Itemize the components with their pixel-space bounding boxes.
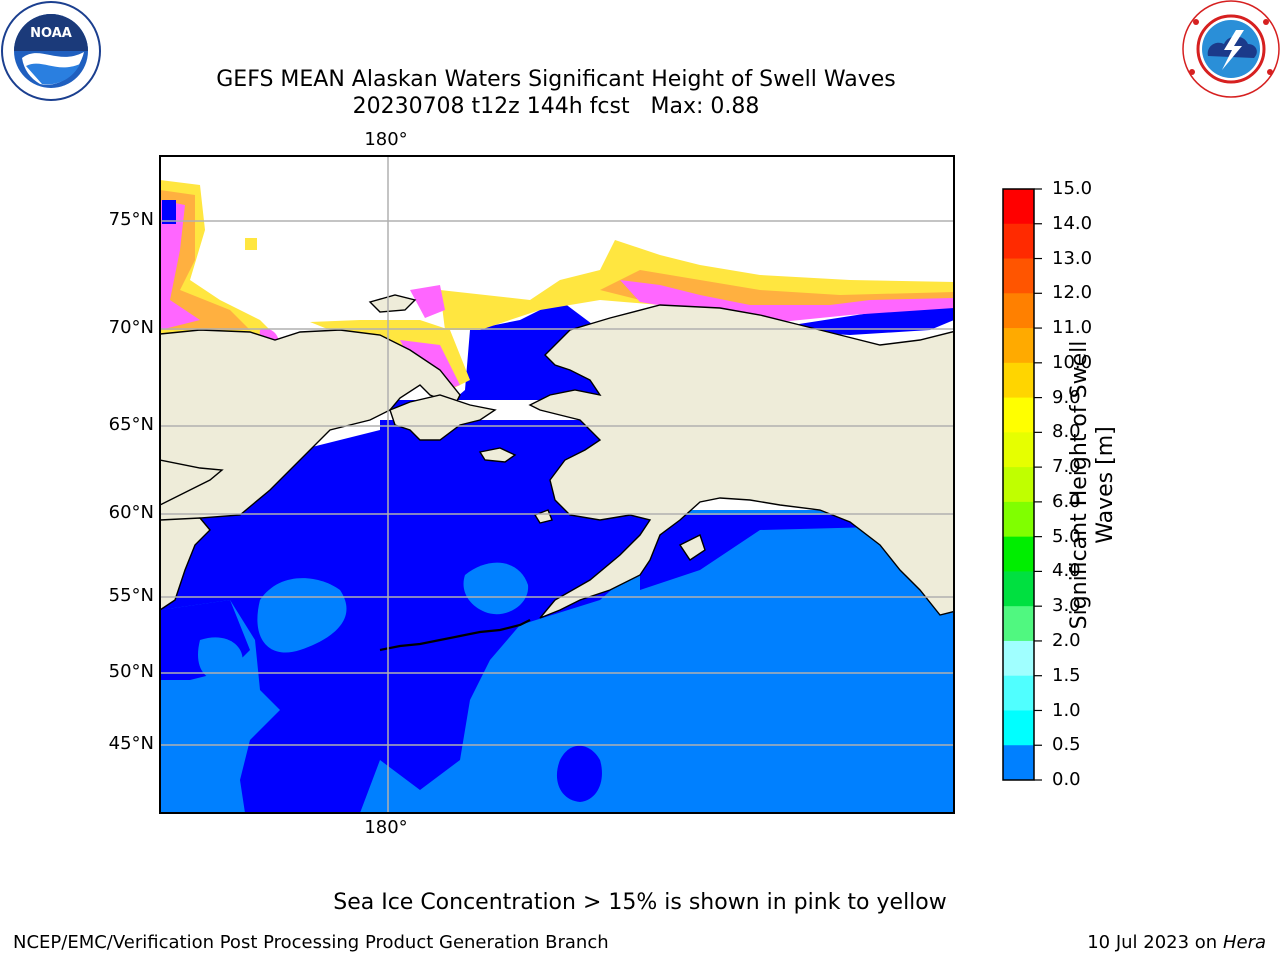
- colorbar: [1003, 188, 1042, 781]
- colorbar-tick-label: 12.0: [1052, 282, 1093, 304]
- colorbar-tick-label: 9.0: [1052, 386, 1081, 408]
- colorbar-segment: [1003, 501, 1034, 538]
- colorbar-segment: [1003, 745, 1034, 781]
- colorbar-tick-label: 0.0: [1052, 769, 1081, 790]
- national-weather-service-logo: [1182, 0, 1280, 98]
- noaa-logo-text: NOAA: [30, 26, 72, 41]
- latitude-label-50: 50°N: [108, 661, 154, 682]
- colorbar-segment: [1003, 223, 1034, 260]
- colorbar-tick-label: 7.0: [1052, 456, 1081, 478]
- latitude-label-60: 60°N: [108, 502, 154, 523]
- footer-branch: NCEP/EMC/Verification Post Processing Pr…: [13, 932, 609, 953]
- map-title: GEFS MEAN Alaskan Waters Significant Hei…: [216, 67, 896, 92]
- colorbar-tick-label: 4.0: [1052, 560, 1081, 582]
- colorbar-segment: [1003, 397, 1034, 433]
- colorbar-frame: [1002, 188, 1035, 781]
- latitude-label-70: 70°N: [108, 317, 154, 338]
- footer-system: Hera: [1222, 932, 1266, 953]
- colorbar-tick-label: 2.0: [1052, 629, 1081, 651]
- sea-ice-note: Sea Ice Concentration > 15% is shown in …: [333, 890, 947, 915]
- colorbar-segment: [1003, 362, 1034, 399]
- colorbar-segment: [1003, 536, 1034, 572]
- colorbar-segment: [1003, 189, 1034, 225]
- colorbar-tick-label: 13.0: [1052, 247, 1093, 269]
- land: [160, 294, 954, 652]
- noaa-logo: NOAA: [1, 1, 101, 101]
- colorbar-tick-label: 1.0: [1052, 699, 1081, 721]
- colorbar-segment: [1003, 467, 1034, 503]
- colorbar-tick-label: 3.0: [1052, 595, 1081, 617]
- colorbar-tick-label: 0.5: [1052, 734, 1081, 756]
- colorbar-segment: [1003, 640, 1034, 677]
- colorbar-segment: [1003, 293, 1034, 329]
- colorbar-tick-label: 5.0: [1052, 525, 1081, 547]
- colorbar-segment: [1003, 710, 1034, 746]
- latitude-label-55: 55°N: [108, 585, 154, 606]
- colorbar-tick-label: 1.5: [1052, 664, 1081, 686]
- colorbar-tick-label: 6.0: [1052, 490, 1081, 512]
- map-area: [160, 156, 954, 813]
- latitude-label-75: 75°N: [108, 209, 154, 230]
- longitude-label-top: 180°: [364, 129, 408, 150]
- colorbar-segment: [1003, 571, 1034, 607]
- colorbar-segment: [1003, 328, 1034, 364]
- colorbar-segment: [1003, 606, 1034, 642]
- colorbar-segment: [1003, 675, 1034, 711]
- footer-date-text: 10 Jul 2023 on: [1087, 932, 1223, 953]
- latitude-label-45: 45°N: [108, 733, 154, 754]
- colorbar-tick-label: 15.0: [1052, 178, 1093, 199]
- graticule: [160, 156, 954, 813]
- map-subtitle: 20230708 t12z 144h fcst Max: 0.88: [352, 94, 760, 119]
- colorbar-title: Significant Height of Swell Waves [m]: [1067, 340, 1118, 630]
- colorbar-segment: [1003, 258, 1034, 294]
- map-frame: [159, 155, 955, 814]
- footer-date: 10 Jul 2023 on Hera: [1087, 932, 1266, 953]
- colorbar-tick-label: 11.0: [1052, 317, 1093, 339]
- longitude-label-bottom: 180°: [364, 817, 408, 838]
- colorbar-tick-label: 10.0: [1052, 351, 1093, 373]
- latitude-label-65: 65°N: [108, 414, 154, 435]
- colorbar-tick-label: 8.0: [1052, 421, 1081, 443]
- colorbar-segment: [1003, 432, 1034, 468]
- colorbar-tick-label: 14.0: [1052, 212, 1093, 234]
- alaska-land: [528, 304, 954, 619]
